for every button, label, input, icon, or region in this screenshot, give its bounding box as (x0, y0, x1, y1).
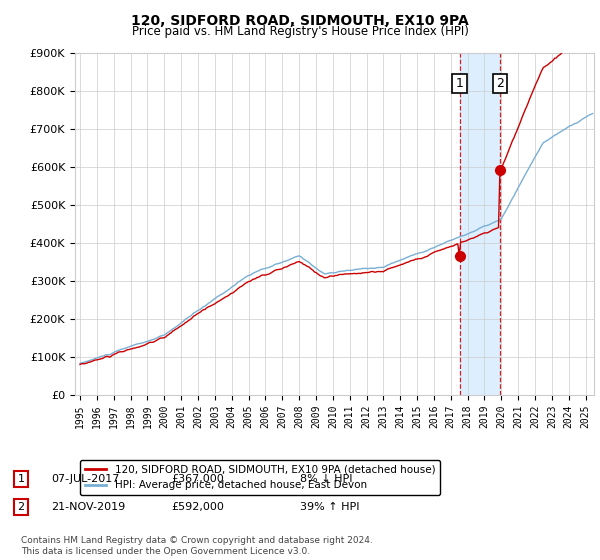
Text: £592,000: £592,000 (171, 502, 224, 512)
Text: Price paid vs. HM Land Registry's House Price Index (HPI): Price paid vs. HM Land Registry's House … (131, 25, 469, 38)
Legend: 120, SIDFORD ROAD, SIDMOUTH, EX10 9PA (detached house), HPI: Average price, deta: 120, SIDFORD ROAD, SIDMOUTH, EX10 9PA (d… (80, 460, 440, 496)
Bar (460, 53, 500, 395)
Text: 8% ↓ HPI: 8% ↓ HPI (300, 474, 353, 484)
Text: £367,000: £367,000 (171, 474, 224, 484)
Text: 07-JUL-2017: 07-JUL-2017 (51, 474, 119, 484)
Text: 2: 2 (496, 77, 503, 90)
Text: 120, SIDFORD ROAD, SIDMOUTH, EX10 9PA: 120, SIDFORD ROAD, SIDMOUTH, EX10 9PA (131, 14, 469, 28)
Text: 1: 1 (17, 474, 25, 484)
Text: 2: 2 (17, 502, 25, 512)
Text: 21-NOV-2019: 21-NOV-2019 (51, 502, 125, 512)
Text: 1: 1 (455, 77, 463, 90)
Text: Contains HM Land Registry data © Crown copyright and database right 2024.
This d: Contains HM Land Registry data © Crown c… (21, 536, 373, 556)
Text: 39% ↑ HPI: 39% ↑ HPI (300, 502, 359, 512)
